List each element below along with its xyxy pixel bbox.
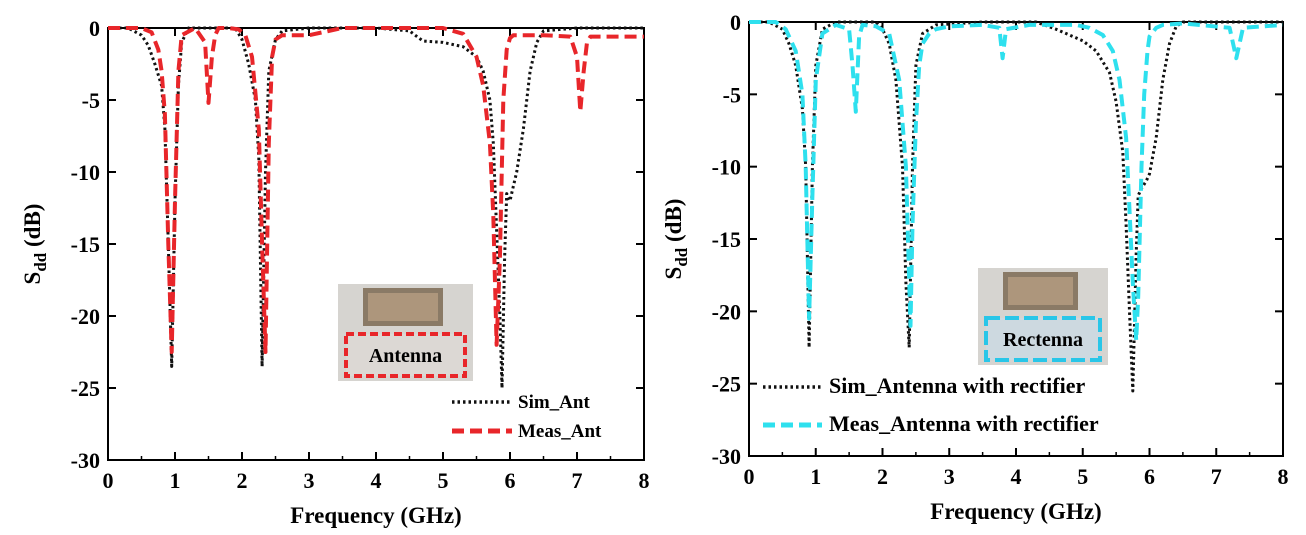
legend-label-1: Sim_Ant <box>518 392 590 413</box>
y-axis-title: Sdd (dB) <box>661 199 691 280</box>
series-line-2 <box>749 20 1283 343</box>
x-tick-label: 1 <box>810 464 821 489</box>
y-tick-label: -10 <box>712 155 741 180</box>
x-tick-label: 1 <box>170 468 181 493</box>
y-tick-label: -5 <box>723 82 741 107</box>
y-axis-title-sub: dd <box>672 247 691 266</box>
x-tick-label: 8 <box>639 468 650 493</box>
x-axis-title: Frequency (GHz) <box>930 499 1101 524</box>
y-tick-label: -25 <box>712 372 741 397</box>
inset-label-box <box>984 316 1102 362</box>
inset-label: Rectenna <box>1003 329 1083 351</box>
chart-1: 0 1 2 3 4 5 6 7 8 0 -5 -10 -15 -20 -25 -30 Frequency (GH… <box>20 16 650 528</box>
x-tick-label: 4 <box>371 468 382 493</box>
inset-label-box <box>344 332 467 378</box>
x-tick-label: 5 <box>1077 464 1088 489</box>
y-tick-label: 0 <box>89 16 100 41</box>
y-tick-label: -20 <box>712 299 741 324</box>
x-tick-label: 6 <box>505 468 516 493</box>
y-axis-title-unit: (dB) <box>661 199 686 248</box>
y-tick-label: -25 <box>71 376 100 401</box>
x-tick-label: 8 <box>1278 464 1289 489</box>
x-tick-label: 6 <box>1144 464 1155 489</box>
legend-label-2: Meas_Antenna with rectifier <box>829 411 1099 436</box>
x-tick-label: 2 <box>237 468 248 493</box>
legend-label-1: Sim_Antenna with rectifier <box>829 373 1085 398</box>
y-tick-label: 0 <box>730 10 741 35</box>
x-tick-label: 5 <box>438 468 449 493</box>
x-tick-label: 3 <box>944 464 955 489</box>
x-tick-label: 2 <box>877 464 888 489</box>
board-pattern <box>368 293 438 321</box>
board-pattern <box>1008 277 1073 305</box>
y-tick-label: -30 <box>71 448 100 473</box>
legend-label-2: Meas_Ant <box>518 421 602 442</box>
y-tick-label: -20 <box>71 304 100 329</box>
legend: Sim_Ant Meas_Ant <box>452 392 602 442</box>
y-axis-title-main: S <box>20 272 45 285</box>
x-tick-label: 0 <box>744 464 755 489</box>
chart-2: 0 1 2 3 4 5 6 7 8 0 -5 -10 -15 -20 -25 -30 Frequency (GH… <box>661 10 1289 524</box>
x-tick-label: 7 <box>572 468 583 493</box>
x-axis-title: Frequency (GHz) <box>290 503 461 528</box>
series-line-2 <box>108 26 644 354</box>
y-tick-label: -15 <box>712 227 741 252</box>
inset-label: Antenna <box>369 345 442 367</box>
legend: Sim_Antenna with rectifier Meas_Antenna w… <box>763 373 1099 436</box>
y-axis-title: Sdd (dB) <box>20 204 50 285</box>
y-axis-title-unit: (dB) <box>20 204 45 253</box>
y-tick-label: -15 <box>71 232 100 257</box>
y-tick-label: -10 <box>71 160 100 185</box>
x-tick-label: 0 <box>103 468 114 493</box>
inset-photo: Rectenna <box>978 268 1108 365</box>
x-tick-label: 7 <box>1211 464 1222 489</box>
inset-photo: Antenna <box>338 284 473 381</box>
y-axis-title-main: S <box>661 267 686 280</box>
x-tick-label: 4 <box>1011 464 1022 489</box>
y-tick-label: -5 <box>82 88 100 113</box>
x-tick-label: 3 <box>304 468 315 493</box>
y-tick-label: -30 <box>712 444 741 469</box>
y-axis-title-sub: dd <box>31 252 50 271</box>
